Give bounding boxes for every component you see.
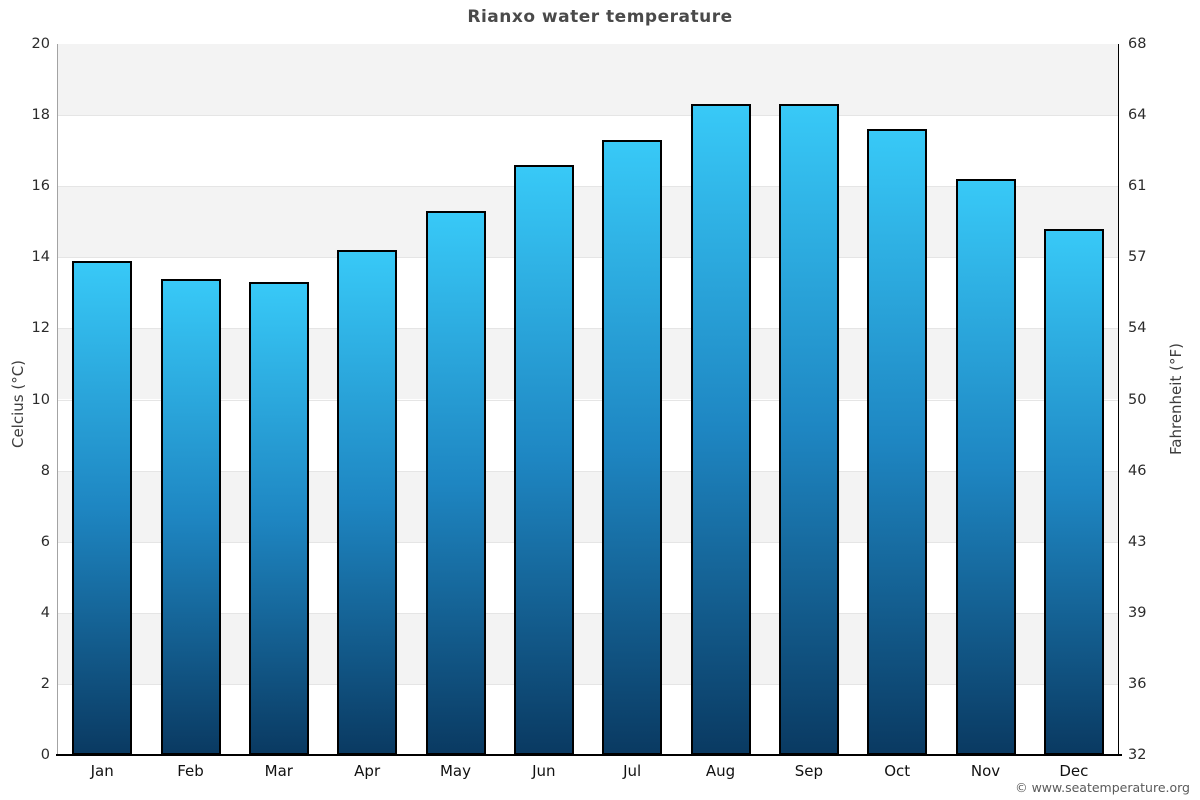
x-tick-label-jan: Jan xyxy=(90,762,114,780)
y-axis-line-left xyxy=(57,44,58,755)
bar-nov[interactable] xyxy=(955,179,1016,755)
gridline xyxy=(58,115,1118,117)
y-tick-label-fahrenheit: 39 xyxy=(1128,604,1147,621)
gridline xyxy=(58,328,1118,330)
x-tick-label-nov: Nov xyxy=(970,762,1001,780)
y-tick-label-celsius: 2 xyxy=(40,675,50,692)
gridline xyxy=(58,257,1118,259)
y-tick-label-fahrenheit: 54 xyxy=(1128,320,1147,337)
background-band xyxy=(58,257,1118,329)
background-band xyxy=(58,612,1118,684)
gridline xyxy=(58,683,1118,685)
bar-oct[interactable] xyxy=(867,129,928,755)
y-tick-label-fahrenheit: 46 xyxy=(1128,462,1147,479)
plot-area xyxy=(58,44,1118,755)
y-tick-label-fahrenheit: 57 xyxy=(1128,249,1147,266)
bar-jun[interactable] xyxy=(513,164,574,755)
bar-jul[interactable] xyxy=(602,139,663,755)
bar-apr[interactable] xyxy=(337,250,398,755)
bar-feb[interactable] xyxy=(160,278,221,755)
y-tick-label-celsius: 8 xyxy=(40,462,50,479)
x-axis-line xyxy=(56,754,1122,756)
x-tick-label-feb: Feb xyxy=(177,762,204,780)
y-tick-label-fahrenheit: 68 xyxy=(1128,36,1147,52)
background-band xyxy=(58,399,1118,471)
y-tick-label-fahrenheit: 64 xyxy=(1128,107,1147,124)
background-band xyxy=(58,470,1118,542)
x-tick-label-mar: Mar xyxy=(264,762,293,780)
bar-aug[interactable] xyxy=(690,104,751,755)
y-tick-label-celsius: 20 xyxy=(31,36,50,52)
y-axis-line-right xyxy=(1118,44,1119,755)
y-tick-label-celsius: 0 xyxy=(40,747,50,763)
x-tick-label-jun: Jun xyxy=(532,762,556,780)
x-tick-label-jul: Jul xyxy=(623,762,642,780)
gridline xyxy=(58,612,1118,614)
y-tick-label-celsius: 16 xyxy=(31,178,50,195)
bar-may[interactable] xyxy=(425,211,486,755)
gridline xyxy=(58,541,1118,543)
y-tick-label-celsius: 14 xyxy=(31,249,50,266)
gridline xyxy=(58,470,1118,472)
gridline xyxy=(58,399,1118,401)
bar-jan[interactable] xyxy=(72,260,133,755)
chart-title: Rianxo water temperature xyxy=(467,7,733,27)
bar-sep[interactable] xyxy=(778,104,839,755)
y-tick-label-fahrenheit: 43 xyxy=(1128,533,1147,550)
x-tick-label-oct: Oct xyxy=(884,762,911,780)
x-tick-label-sep: Sep xyxy=(794,762,823,780)
y-tick-label-celsius: 4 xyxy=(40,604,50,621)
y-tick-label-fahrenheit: 61 xyxy=(1128,178,1147,195)
background-band xyxy=(58,328,1118,400)
copyright-credit: © www.seatemperature.org xyxy=(1015,780,1190,795)
background-band xyxy=(58,683,1118,755)
bar-mar[interactable] xyxy=(248,282,309,755)
x-tick-label-aug: Aug xyxy=(705,762,736,780)
x-tick-label-may: May xyxy=(439,762,471,780)
x-tick-label-apr: Apr xyxy=(354,762,381,780)
background-band xyxy=(58,115,1118,187)
y-tick-label-celsius: 18 xyxy=(31,107,50,124)
bar-dec[interactable] xyxy=(1043,228,1104,755)
y-tick-label-celsius: 10 xyxy=(31,391,50,408)
y-tick-label-fahrenheit: 50 xyxy=(1128,391,1147,408)
background-band xyxy=(58,186,1118,258)
y-tick-label-celsius: 12 xyxy=(31,320,50,337)
y-tick-label-fahrenheit: 32 xyxy=(1128,747,1147,763)
background-band xyxy=(58,44,1118,116)
x-tick-label-dec: Dec xyxy=(1059,762,1089,780)
background-band xyxy=(58,541,1118,613)
y-tick-label-celsius: 6 xyxy=(40,533,50,550)
y-tick-label-fahrenheit: 36 xyxy=(1128,675,1147,692)
gridline xyxy=(58,186,1118,188)
